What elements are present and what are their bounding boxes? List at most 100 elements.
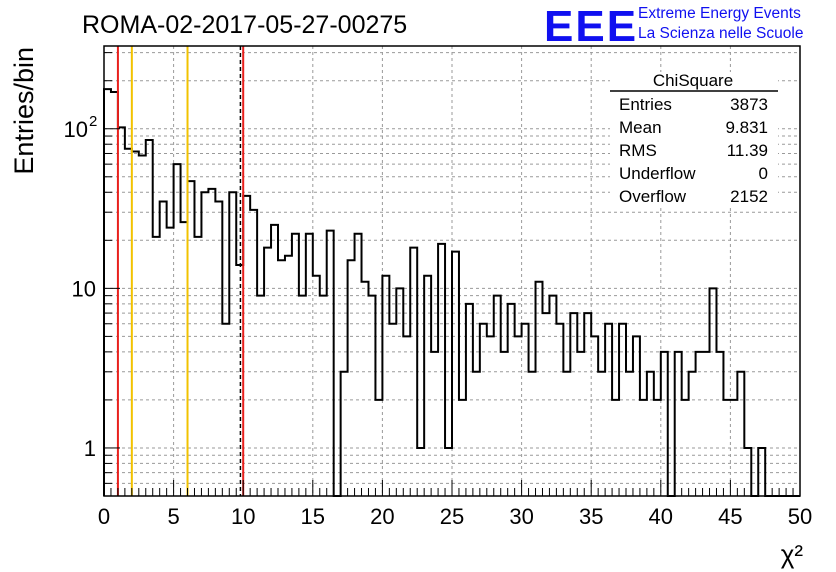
histogram-bin — [174, 164, 181, 496]
histogram-bin — [257, 296, 264, 496]
histogram-bin — [598, 372, 605, 496]
histogram-bin — [529, 372, 536, 496]
histogram-bin — [515, 336, 522, 496]
histogram-bin — [459, 400, 466, 496]
x-tick-label: 25 — [440, 504, 464, 529]
histogram-bin — [612, 400, 619, 496]
histogram-bin — [424, 276, 431, 496]
stats-box: ChiSquare Entries 3873 Mean 9.831 RMS 11.39 Un… — [610, 71, 778, 206]
histogram-bin — [250, 210, 257, 496]
x-axis-label: χ² — [781, 539, 804, 569]
histogram-bin — [584, 313, 591, 496]
histogram-bin — [410, 248, 417, 496]
histogram-bin — [661, 352, 668, 496]
x-tick-label: 30 — [509, 504, 533, 529]
histogram-outline — [103, 88, 800, 497]
stats-row-value: 9.831 — [725, 118, 768, 137]
stats-box-title: ChiSquare — [653, 71, 733, 90]
histogram-bin — [132, 152, 139, 496]
histogram-bin — [118, 127, 125, 496]
histogram-bin — [675, 352, 682, 496]
histogram-bin — [619, 324, 626, 496]
histogram-bin — [167, 228, 174, 496]
y-axis-label: Entries/bin — [9, 47, 39, 175]
histogram-bin — [536, 282, 543, 496]
histogram-bin — [264, 248, 271, 496]
stats-rows: Entries 3873 Mean 9.831 RMS 11.39 Underflow 0 Ov… — [619, 95, 768, 206]
x-tick-label: 35 — [579, 504, 603, 529]
histogram-bin — [181, 222, 188, 496]
histogram-bin — [689, 372, 696, 496]
histogram-bin — [306, 234, 313, 496]
histogram-bin — [633, 336, 640, 496]
histogram-bin — [487, 336, 494, 496]
y-tick-label: 1 — [84, 436, 96, 461]
histogram-bin — [438, 244, 445, 496]
histogram-bin — [396, 288, 403, 496]
histogram-bin — [111, 92, 118, 496]
histogram-bin — [445, 448, 452, 496]
histogram-bin — [716, 352, 723, 496]
histogram-bin — [403, 336, 410, 496]
stats-row-value: 2152 — [730, 187, 768, 206]
histogram-bin — [146, 140, 153, 496]
histogram-bin — [313, 276, 320, 496]
histogram-bin — [368, 296, 375, 496]
histogram-bin — [605, 324, 612, 496]
histogram-bin — [139, 155, 146, 496]
histogram-bin — [382, 276, 389, 496]
histogram-bin — [626, 372, 633, 496]
histogram-bars — [103, 88, 800, 497]
histogram-bin — [570, 313, 577, 496]
histogram-bin — [563, 372, 570, 496]
histogram-bin — [431, 352, 438, 496]
histogram-bin — [723, 400, 730, 496]
histogram-bin — [591, 336, 598, 496]
histogram-bin — [703, 352, 710, 496]
x-tick-label: 10 — [231, 504, 255, 529]
brand-line-2: La Scienza nelle Scuole — [638, 25, 803, 42]
histogram-bin — [682, 400, 689, 496]
histogram-bin — [389, 324, 396, 496]
eee-logo: EEE — [544, 2, 638, 51]
histogram-bin — [271, 225, 278, 496]
histogram-bin — [215, 202, 222, 496]
histogram-bin — [758, 448, 765, 496]
histogram-bin — [647, 372, 654, 496]
histogram-bin — [473, 372, 480, 496]
x-tick-label: 45 — [718, 504, 742, 529]
x-tick-label: 15 — [301, 504, 325, 529]
histogram-bin — [549, 296, 556, 496]
y-tick-exponent: 2 — [89, 113, 97, 130]
stats-row-value: 0 — [759, 164, 768, 183]
histogram-bin — [375, 400, 382, 496]
histogram-bin — [125, 149, 132, 496]
x-tick-label: 20 — [370, 504, 394, 529]
histogram-bin — [160, 202, 167, 496]
histogram-bin — [348, 260, 355, 496]
histogram-bin — [522, 324, 529, 496]
stats-box-background — [610, 72, 778, 205]
cut-lines — [116, 46, 245, 496]
histogram-bin — [654, 400, 661, 496]
x-tick-label: 5 — [167, 504, 179, 529]
stats-row-value: 3873 — [730, 95, 768, 114]
histogram-bin — [153, 237, 160, 496]
histogram-bin — [508, 304, 515, 496]
histogram-bin — [640, 400, 647, 496]
histogram-bin — [466, 304, 473, 496]
x-axis-ticks: 0 5 10 15 20 25 30 35 40 45 50 — [98, 480, 812, 529]
histogram-bin — [292, 234, 299, 496]
histogram-bin — [299, 296, 306, 496]
histogram-bin — [327, 231, 334, 496]
histogram-bin — [577, 352, 584, 496]
histogram-bin — [696, 352, 703, 496]
x-tick-label: 40 — [649, 504, 673, 529]
histogram-bin — [194, 237, 201, 496]
histogram-bin — [480, 324, 487, 496]
histogram-bin — [452, 252, 459, 496]
histogram-bin — [285, 256, 292, 496]
histogram-bin — [222, 324, 229, 496]
histogram-bin — [710, 288, 717, 496]
run-title: ROMA-02-2017-05-27-00275 — [82, 11, 407, 39]
